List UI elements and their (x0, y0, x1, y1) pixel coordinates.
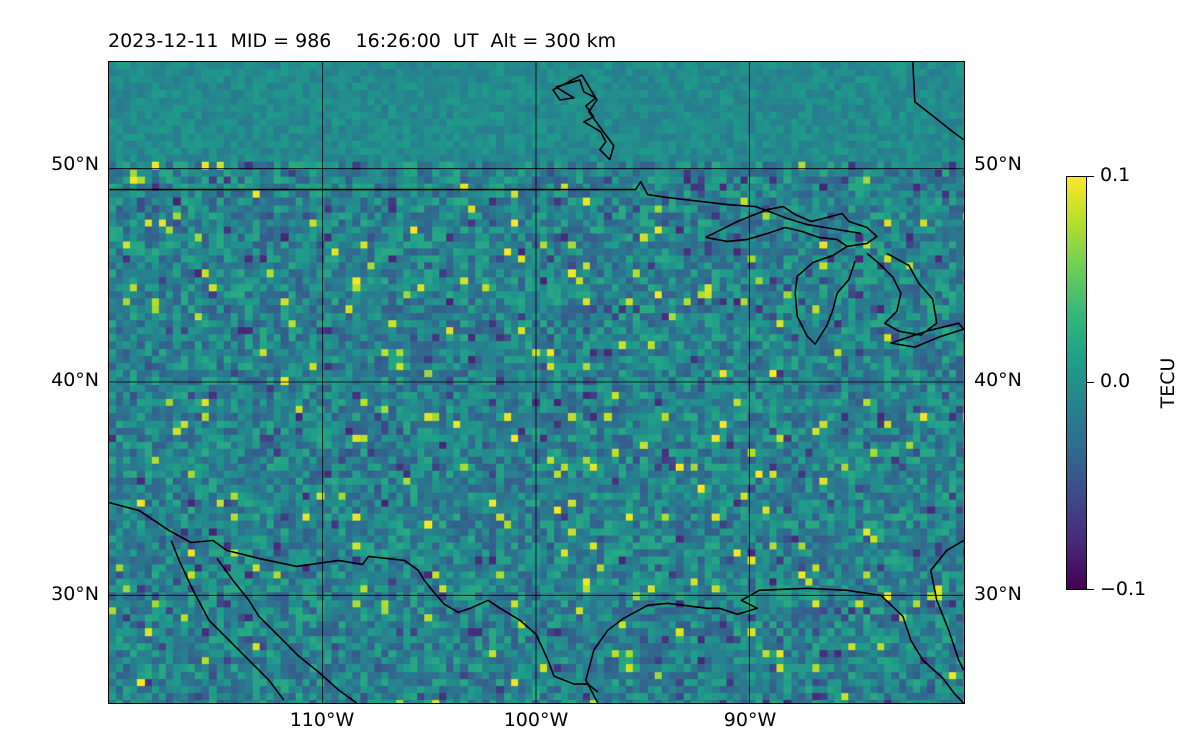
colorbar-label-min: −0.1 (1100, 578, 1147, 600)
lake-erie (890, 322, 964, 348)
coastlines-borders (109, 62, 964, 703)
graticule (109, 62, 964, 703)
lon-tick-110: 110°W (289, 709, 355, 731)
map-overlay (109, 62, 964, 703)
lat-tick-left-50: 50°N (51, 153, 99, 175)
lake-michigan (794, 245, 856, 345)
lat-tick-left-40: 40°N (51, 369, 99, 391)
colorbar-tick-zero (1087, 382, 1094, 383)
lat-tick-right-40: 40°N (974, 369, 1022, 391)
lon-tick-90: 90°W (723, 709, 777, 731)
colorbar-label-zero: 0.0 (1100, 370, 1131, 392)
colorbar-title: TECU (1157, 357, 1179, 409)
lat-tick-right-30: 30°N (974, 583, 1022, 605)
us-gulf-coast (585, 587, 964, 703)
gulf-of-california (216, 557, 358, 703)
colorbar (1066, 176, 1087, 590)
lake-superior (705, 205, 878, 248)
hudson-bay-island (552, 74, 615, 161)
mexico-border (109, 501, 599, 693)
colorbar-label-max: 0.1 (1100, 164, 1131, 186)
plot-title: 2023-12-11 MID = 986 16:26:00 UT Alt = 3… (108, 30, 617, 52)
lon-tick-100: 100°W (503, 709, 569, 731)
lat-tick-left-30: 30°N (51, 583, 99, 605)
colorbar-tick-max (1087, 176, 1094, 177)
florida-atlantic-coast (929, 539, 964, 671)
baja-california (170, 540, 285, 701)
lat-tick-right-50: 50°N (974, 153, 1022, 175)
map-panel[interactable] (108, 61, 965, 704)
lake-huron (866, 252, 938, 336)
hudson-bay-coast (912, 62, 964, 141)
us-canada-border (109, 180, 862, 235)
colorbar-tick-min (1087, 589, 1094, 590)
